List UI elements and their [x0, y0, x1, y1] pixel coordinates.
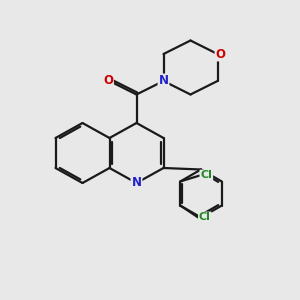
Text: Cl: Cl [200, 170, 212, 181]
Text: O: O [103, 74, 113, 88]
Text: Cl: Cl [199, 212, 211, 223]
Text: O: O [215, 47, 226, 61]
Text: N: N [158, 74, 169, 88]
Text: N: N [131, 176, 142, 190]
